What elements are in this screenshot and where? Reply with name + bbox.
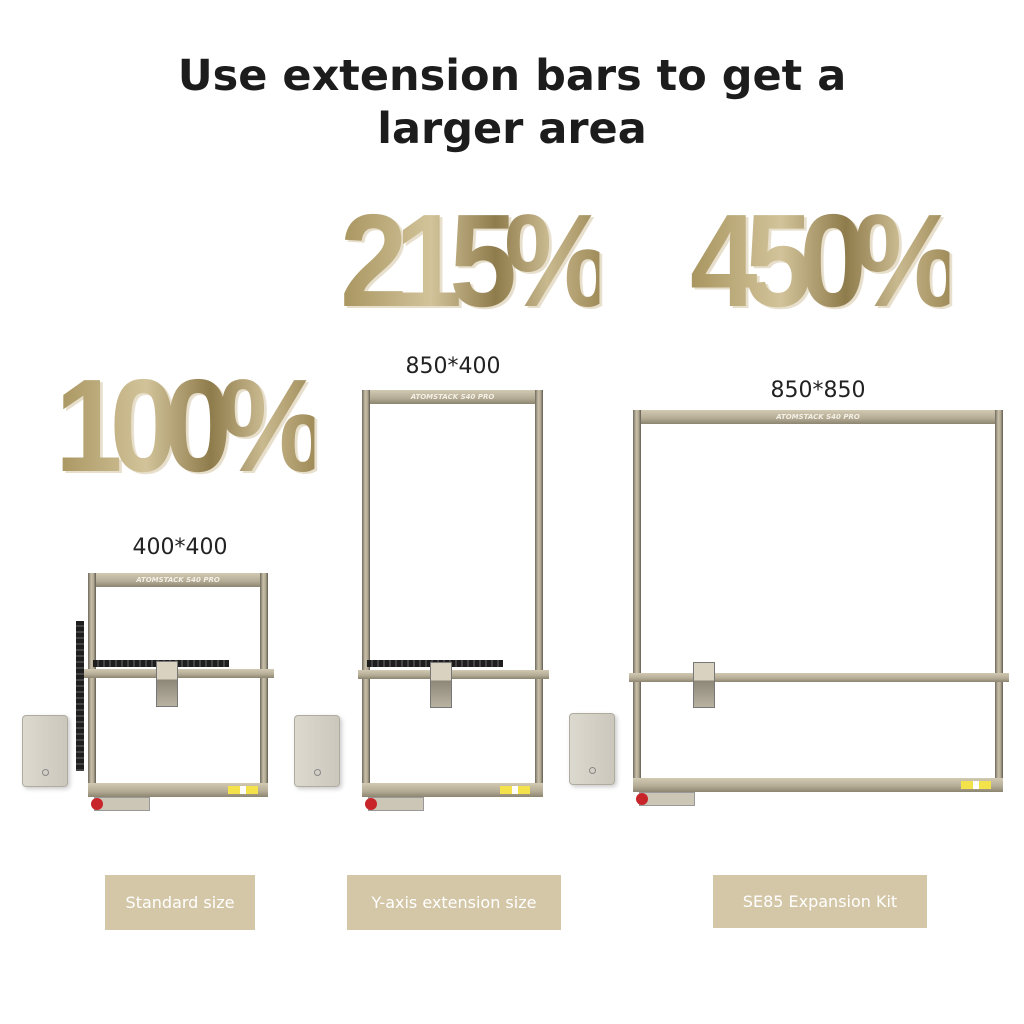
power-socket-icon — [42, 769, 49, 776]
warning-sticker — [961, 781, 991, 789]
right-rail — [535, 390, 543, 797]
power-socket-icon — [589, 767, 596, 774]
brand-text: ATOMSTACK S40 PRO — [776, 413, 860, 421]
control-panel — [365, 797, 424, 811]
emergency-stop-icon — [365, 798, 377, 810]
y-cable-chain — [76, 621, 84, 771]
warning-sticker — [500, 786, 530, 794]
headline-line1: Use extension bars to get a — [177, 51, 847, 101]
emergency-stop-icon — [91, 798, 103, 810]
dimensions-se85: 850*850 — [770, 378, 866, 403]
percent-se85: 450% — [690, 187, 962, 334]
laser-engraver-se85: ATOMSTACK S40 PRO — [629, 410, 1009, 806]
top-rail: ATOMSTACK S40 PRO — [362, 390, 543, 404]
percent-y-extension: 215% — [340, 187, 612, 334]
bottom-rail — [633, 778, 1003, 792]
laser-head — [430, 662, 452, 708]
bottom-rail — [88, 783, 268, 797]
x-gantry — [358, 670, 549, 679]
control-panel — [91, 797, 150, 811]
left-rail — [88, 573, 96, 797]
power-supply-box — [569, 713, 615, 785]
laser-head — [693, 662, 715, 708]
laser-head — [156, 661, 178, 707]
power-supply-box — [294, 715, 340, 787]
right-rail — [995, 410, 1003, 792]
percent-standard: 100% — [55, 352, 327, 499]
dimensions-standard: 400*400 — [132, 535, 228, 560]
x-gantry — [84, 669, 274, 678]
control-panel — [636, 792, 695, 806]
brand-text: ATOMSTACK S40 PRO — [410, 393, 495, 401]
brand-text: ATOMSTACK S40 PRO — [136, 576, 220, 584]
x-gantry — [629, 673, 1009, 682]
left-rail — [633, 410, 641, 792]
power-socket-icon — [314, 769, 321, 776]
top-rail: ATOMSTACK S40 PRO — [633, 410, 1003, 424]
emergency-stop-icon — [636, 793, 648, 805]
label-y-axis-extension: Y-axis extension size — [347, 875, 561, 930]
top-rail: ATOMSTACK S40 PRO — [88, 573, 268, 587]
left-rail — [362, 390, 370, 797]
right-rail — [260, 573, 268, 797]
laser-engraver-y-extension: ATOMSTACK S40 PRO — [358, 390, 549, 811]
headline-line2: larger area — [377, 104, 647, 154]
label-standard-size: Standard size — [105, 875, 255, 930]
warning-sticker — [228, 786, 258, 794]
headline: Use extension bars to get a larger area — [0, 50, 1024, 156]
laser-engraver-standard: ATOMSTACK S40 PRO — [76, 573, 274, 811]
power-supply-box — [22, 715, 68, 787]
label-se85-kit: SE85 Expansion Kit — [713, 875, 927, 928]
bottom-rail — [362, 783, 543, 797]
dimensions-y-extension: 850*400 — [405, 354, 501, 379]
